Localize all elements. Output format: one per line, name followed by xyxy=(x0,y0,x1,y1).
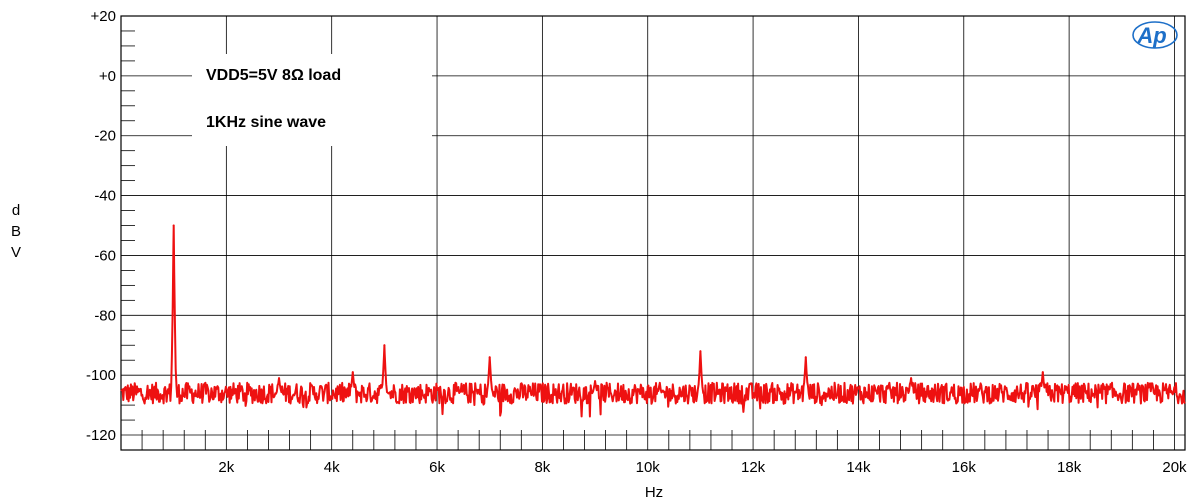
harmonic-peak-point xyxy=(488,356,491,359)
x-tick-label: 6k xyxy=(429,459,445,476)
spectrum-line xyxy=(120,224,1186,418)
x-tick-labels: 2k 4k 6k 8k 10k 12k 14k 16k 18k 20k xyxy=(218,459,1187,476)
harmonic-peak-point xyxy=(699,350,702,353)
y-tick-label: -60 xyxy=(94,247,116,264)
harmonic-peak-point xyxy=(172,224,175,227)
series-layer xyxy=(120,224,1186,418)
y-tick-label: -20 xyxy=(94,128,116,145)
y-axis-title-letter-v: V xyxy=(11,244,21,261)
y-axis-title-letter-b: B xyxy=(11,223,21,240)
x-tick-label: 12k xyxy=(741,459,766,476)
ap-logo-swoosh xyxy=(1132,21,1178,49)
annotation-line-2: 1KHz sine wave xyxy=(206,114,326,131)
plot-frame xyxy=(120,15,1186,451)
harmonic-peak-point xyxy=(1041,371,1044,374)
ap-logo-text: Ap xyxy=(1136,23,1166,48)
x-tick-label: 16k xyxy=(952,459,977,476)
y-tick-label: +0 xyxy=(99,68,116,85)
grid xyxy=(121,16,1185,450)
x-tick-label: 14k xyxy=(846,459,871,476)
x-tick-label: 18k xyxy=(1057,459,1082,476)
annotation-box xyxy=(192,54,432,146)
x-tick-label: 20k xyxy=(1162,459,1187,476)
harmonic-peak-point xyxy=(278,377,281,380)
annotation-line-1: VDD5=5V 8Ω load xyxy=(206,67,341,84)
y-axis-title-letter-d: d xyxy=(12,202,20,219)
harmonic-peak-point xyxy=(351,371,354,374)
x-tick-label: 8k xyxy=(534,459,550,476)
x-tick-label: 4k xyxy=(324,459,340,476)
y-axis-title: d B V xyxy=(11,202,21,261)
harmonic-peak-point xyxy=(383,344,386,347)
y-tick-labels: +20 +0 -20 -40 -60 -80 -100 -120 xyxy=(86,8,116,444)
y-tick-label: -100 xyxy=(86,367,116,384)
x-axis-title: Hz xyxy=(645,484,663,501)
y-tick-label: +20 xyxy=(91,8,116,25)
y-tick-label: -120 xyxy=(86,427,116,444)
x-tick-label: 2k xyxy=(218,459,234,476)
ap-logo: Ap xyxy=(1132,21,1178,49)
harmonic-peak-point xyxy=(910,377,913,380)
harmonic-peak-point xyxy=(594,380,597,383)
x-tick-label: 10k xyxy=(636,459,661,476)
y-tick-label: -40 xyxy=(94,188,116,205)
y-tick-label: -80 xyxy=(94,307,116,324)
harmonic-peak-point xyxy=(804,356,807,359)
